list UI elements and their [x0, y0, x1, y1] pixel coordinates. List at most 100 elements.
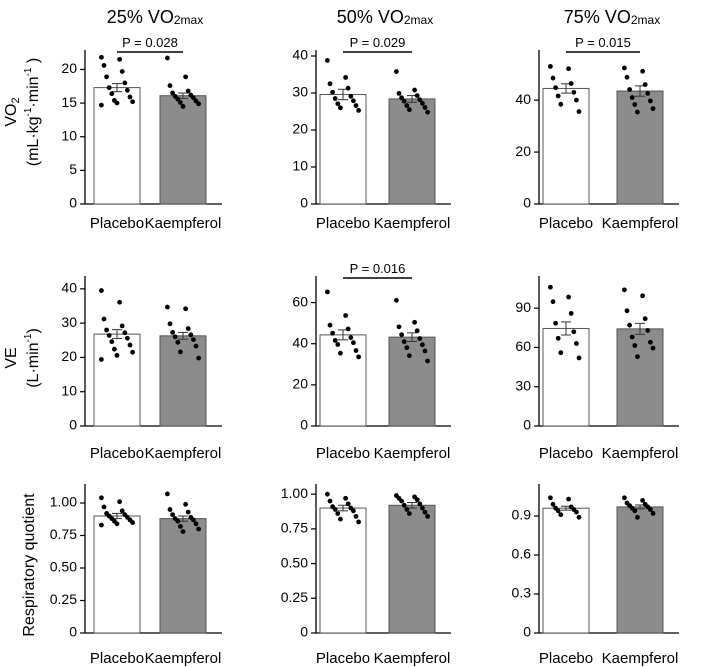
category-kaempferol: Kaempferol — [145, 215, 222, 232]
data-point — [574, 97, 579, 103]
category-placebo: Placebo — [316, 650, 370, 667]
data-point — [555, 93, 561, 99]
data-point — [571, 329, 577, 335]
data-point — [130, 349, 136, 355]
data-point — [640, 293, 645, 299]
data-point — [414, 93, 420, 98]
data-point — [178, 349, 183, 355]
data-point — [130, 99, 136, 105]
data-point — [127, 94, 133, 100]
y-tick-label: 90 — [515, 299, 531, 315]
y-tick-label: 0.75 — [281, 520, 308, 536]
y-tick-label: 1.00 — [50, 494, 77, 510]
data-point — [196, 355, 202, 361]
row-label-vo2-unit: (mL·kg-1·min-1 ) — [23, 58, 43, 166]
data-point — [119, 323, 125, 329]
category-kaempferol: Kaempferol — [602, 445, 679, 462]
panel-r0-c0: 0 5 10 15 20 Placebo Kaempferol P = 0.028 — [61, 35, 222, 232]
data-point — [566, 66, 571, 72]
data-point — [183, 501, 189, 507]
data-point — [122, 80, 128, 86]
bar-placebo — [93, 87, 141, 205]
data-point — [345, 326, 351, 332]
data-point — [191, 95, 196, 101]
row-label-ve-unit: (L·min-1) — [23, 328, 43, 388]
data-point — [106, 333, 112, 338]
data-point — [130, 520, 136, 525]
column-title-75: 75% VO2max — [564, 7, 660, 27]
data-point — [345, 501, 351, 507]
data-point — [356, 519, 361, 525]
data-point — [109, 339, 115, 345]
data-point — [117, 56, 122, 62]
data-point — [407, 511, 412, 517]
data-point — [553, 85, 558, 91]
y-tick-label: 60 — [292, 293, 308, 309]
data-point — [353, 103, 359, 108]
data-point — [196, 101, 202, 107]
data-point — [550, 299, 556, 305]
row-label-rq: Respiratory quotient — [21, 493, 38, 637]
data-point — [622, 495, 627, 501]
data-point — [629, 95, 635, 100]
data-point — [558, 512, 564, 518]
data-point — [165, 55, 170, 61]
bar-placebo — [319, 334, 367, 427]
category-placebo: Placebo — [90, 445, 144, 462]
data-point — [343, 313, 348, 318]
data-point — [635, 514, 640, 520]
category-kaempferol: Kaempferol — [145, 650, 222, 667]
category-placebo: Placebo — [316, 445, 370, 462]
category-kaempferol: Kaempferol — [374, 650, 451, 667]
data-point — [420, 505, 425, 511]
row-label-vo2: VO2 (mL·kg-1·min-1 ) — [3, 58, 42, 166]
panel-r2-c2: 0 0.3 0.6 0.9 Placebo Kaempferol — [512, 484, 679, 667]
data-point — [125, 335, 130, 341]
data-point — [338, 516, 343, 522]
data-point — [185, 88, 191, 94]
y-tick-label: 0 — [69, 624, 77, 640]
data-point — [640, 498, 645, 503]
data-point — [165, 304, 170, 310]
data-point — [114, 100, 120, 106]
data-point — [178, 524, 183, 529]
data-point — [119, 508, 125, 514]
row-label-ve-main: VE — [3, 347, 20, 368]
data-point — [425, 358, 430, 364]
bar-placebo — [319, 507, 367, 634]
p-value-label: P = 0.015 — [575, 35, 631, 50]
data-point — [356, 354, 361, 360]
data-point — [650, 106, 656, 112]
data-point — [99, 102, 104, 108]
panel-r0-c1: 0 10 20 30 40 Placebo Kaempferol P = 0.029 — [292, 35, 451, 232]
data-point — [335, 342, 341, 347]
y-tick-label: 10 — [61, 382, 77, 398]
data-point — [404, 345, 410, 351]
data-point — [327, 322, 333, 328]
data-point — [127, 342, 133, 348]
data-point — [104, 327, 109, 333]
row-label-rq-main: Respiratory quotient — [21, 493, 38, 637]
data-point — [417, 501, 423, 507]
y-tick-label: 30 — [292, 84, 308, 100]
data-point — [550, 75, 556, 81]
data-point — [170, 90, 176, 96]
data-point — [548, 63, 553, 69]
data-point — [548, 284, 553, 290]
data-point — [348, 93, 354, 99]
data-point — [180, 104, 186, 109]
data-point — [417, 97, 423, 103]
data-point — [632, 508, 638, 514]
data-point — [351, 340, 356, 346]
data-point — [417, 336, 423, 341]
data-point — [191, 517, 196, 523]
data-point — [99, 357, 104, 362]
data-point — [175, 339, 181, 345]
row-label-vo2-main: VO2 — [3, 97, 22, 126]
data-point — [650, 511, 656, 516]
y-tick-label: 20 — [292, 121, 308, 137]
data-point — [555, 508, 561, 514]
y-tick-label: 0.25 — [50, 591, 77, 607]
data-point — [99, 54, 104, 60]
y-tick-label: 0.25 — [281, 589, 308, 605]
